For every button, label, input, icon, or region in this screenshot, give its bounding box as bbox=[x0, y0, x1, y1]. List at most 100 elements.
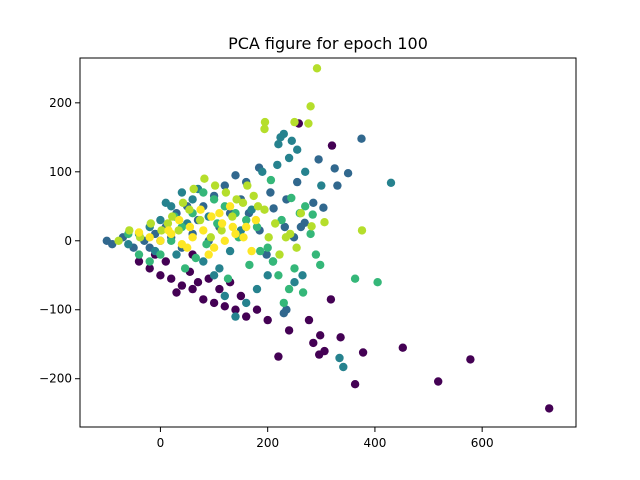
scatter-point-4-14 bbox=[243, 181, 252, 190]
scatter-point-3-8 bbox=[279, 298, 288, 308]
scatter-point-2-15 bbox=[220, 291, 229, 301]
scatter-point-4-2 bbox=[304, 119, 313, 128]
y-tick-label: 0 bbox=[64, 234, 72, 248]
scatter-point-1-8 bbox=[262, 250, 271, 259]
scatter-point-3-36 bbox=[202, 240, 211, 249]
scatter-point-0-6 bbox=[336, 333, 345, 342]
x-tick-label: 400 bbox=[363, 436, 386, 450]
scatter-point-1-30 bbox=[266, 188, 275, 197]
scatter-point-0-16 bbox=[252, 305, 262, 314]
scatter-point-4-16 bbox=[221, 188, 231, 197]
scatter-point-3-38 bbox=[180, 264, 190, 273]
scatter-point-2-21 bbox=[156, 215, 165, 225]
scatter-point-2-29 bbox=[258, 167, 267, 176]
scatter-point-4-5 bbox=[260, 124, 269, 134]
scatter-point-3-21 bbox=[156, 250, 165, 259]
scatter-point-4-8 bbox=[307, 222, 316, 231]
scatter-point-5-2 bbox=[231, 229, 240, 239]
scatter-point-1-0 bbox=[343, 169, 353, 178]
scatter-point-0-20 bbox=[209, 298, 219, 308]
scatter-point-2-1 bbox=[335, 353, 344, 363]
scatter-point-1-44 bbox=[279, 309, 288, 318]
scatter-point-2-25 bbox=[276, 133, 285, 142]
scatter-point-5-18 bbox=[247, 246, 256, 256]
scatter-point-5-1 bbox=[242, 222, 251, 232]
scatter-point-4-17 bbox=[210, 181, 220, 190]
scatter-point-5-22 bbox=[183, 243, 192, 252]
scatter-point-0-32 bbox=[215, 284, 224, 294]
scatter-point-5-19 bbox=[204, 250, 213, 259]
plot-frame bbox=[79, 57, 577, 428]
scatter-point-3-30 bbox=[266, 175, 276, 185]
scatter-point-3-9 bbox=[274, 271, 283, 280]
scatter-point-2-7 bbox=[284, 153, 294, 163]
scatter-point-0-28 bbox=[327, 141, 337, 150]
x-axis: 0 200 400 600 bbox=[157, 427, 494, 450]
scatter-point-4-31 bbox=[249, 191, 258, 201]
scatter-point-3-11 bbox=[263, 243, 272, 252]
scatter-point-1-26 bbox=[330, 164, 339, 173]
scatter-point-2-30 bbox=[247, 205, 256, 214]
scatter-point-0-19 bbox=[220, 302, 229, 311]
scatter-point-4-32 bbox=[238, 198, 248, 207]
y-axis: −200 −100 0 100 200 bbox=[39, 96, 80, 386]
scatter-point-3-32 bbox=[245, 260, 254, 270]
scatter-point-4-19 bbox=[189, 184, 198, 194]
scatter-point-4-21 bbox=[168, 212, 177, 221]
scatter-point-4-13 bbox=[253, 202, 263, 211]
scatter-point-1-7 bbox=[269, 204, 278, 213]
scatter-point-5-15 bbox=[164, 226, 173, 235]
scatter-point-4-9 bbox=[296, 209, 306, 218]
scatter-point-0-24 bbox=[167, 274, 176, 283]
scatter-point-1-24 bbox=[102, 236, 112, 245]
scatter-point-0-27 bbox=[134, 257, 144, 266]
scatter-point-2-12 bbox=[252, 284, 262, 294]
scatter-point-4-27 bbox=[292, 243, 301, 252]
scatter-point-5-24 bbox=[225, 202, 235, 211]
scatter-point-1-3 bbox=[319, 203, 328, 212]
scatter-point-3-7 bbox=[284, 284, 294, 294]
scatter-point-5-16 bbox=[228, 222, 237, 232]
scatter-point-3-37 bbox=[191, 253, 200, 263]
scatter-point-2-5 bbox=[298, 271, 307, 280]
scatter-point-2-24 bbox=[124, 240, 133, 249]
scatter-point-3-28 bbox=[287, 193, 296, 203]
scatter-point-3-13 bbox=[242, 215, 251, 225]
scatter-point-5-23 bbox=[215, 209, 224, 218]
scatter-point-0-37 bbox=[161, 257, 170, 266]
y-tick-label: 100 bbox=[49, 165, 72, 179]
scatter-point-0-21 bbox=[199, 295, 208, 304]
scatter-point-4-18 bbox=[200, 174, 209, 183]
scatter-point-2-13 bbox=[242, 298, 251, 308]
scatter-point-5-9 bbox=[156, 236, 165, 245]
scatter-point-2-3 bbox=[317, 181, 326, 190]
scatter-point-4-25 bbox=[125, 226, 134, 235]
scatter-point-2-6 bbox=[290, 278, 299, 287]
scatter-point-3-4 bbox=[301, 202, 310, 211]
scatter-point-5-20 bbox=[145, 233, 154, 242]
scatter-point-3-1 bbox=[350, 274, 360, 283]
scatter-point-4-15 bbox=[232, 195, 241, 204]
data-points bbox=[102, 64, 554, 413]
y-tick-label: −100 bbox=[39, 303, 72, 317]
scatter-point-0-31 bbox=[193, 278, 203, 287]
scatter-point-1-2 bbox=[333, 181, 342, 190]
scatter-point-0-0 bbox=[545, 404, 554, 413]
scatter-point-3-23 bbox=[134, 250, 144, 259]
scatter-point-4-26 bbox=[114, 236, 123, 245]
scatter-point-3-0 bbox=[373, 278, 382, 287]
scatter-point-2-11 bbox=[263, 271, 272, 280]
scatter-point-5-0 bbox=[251, 215, 261, 225]
scatter-point-4-37 bbox=[185, 205, 194, 214]
scatter-point-4-7 bbox=[320, 218, 329, 227]
scatter-point-1-33 bbox=[231, 171, 240, 180]
x-tick-label: 600 bbox=[471, 436, 494, 450]
scatter-point-4-23 bbox=[146, 219, 155, 228]
x-tick-label: 200 bbox=[256, 436, 279, 450]
scatter-point-3-12 bbox=[252, 222, 262, 232]
scatter-point-1-6 bbox=[280, 222, 289, 232]
scatter-point-4-29 bbox=[271, 219, 280, 228]
scatter-point-0-18 bbox=[231, 305, 240, 314]
scatter-point-5-5 bbox=[199, 226, 208, 235]
